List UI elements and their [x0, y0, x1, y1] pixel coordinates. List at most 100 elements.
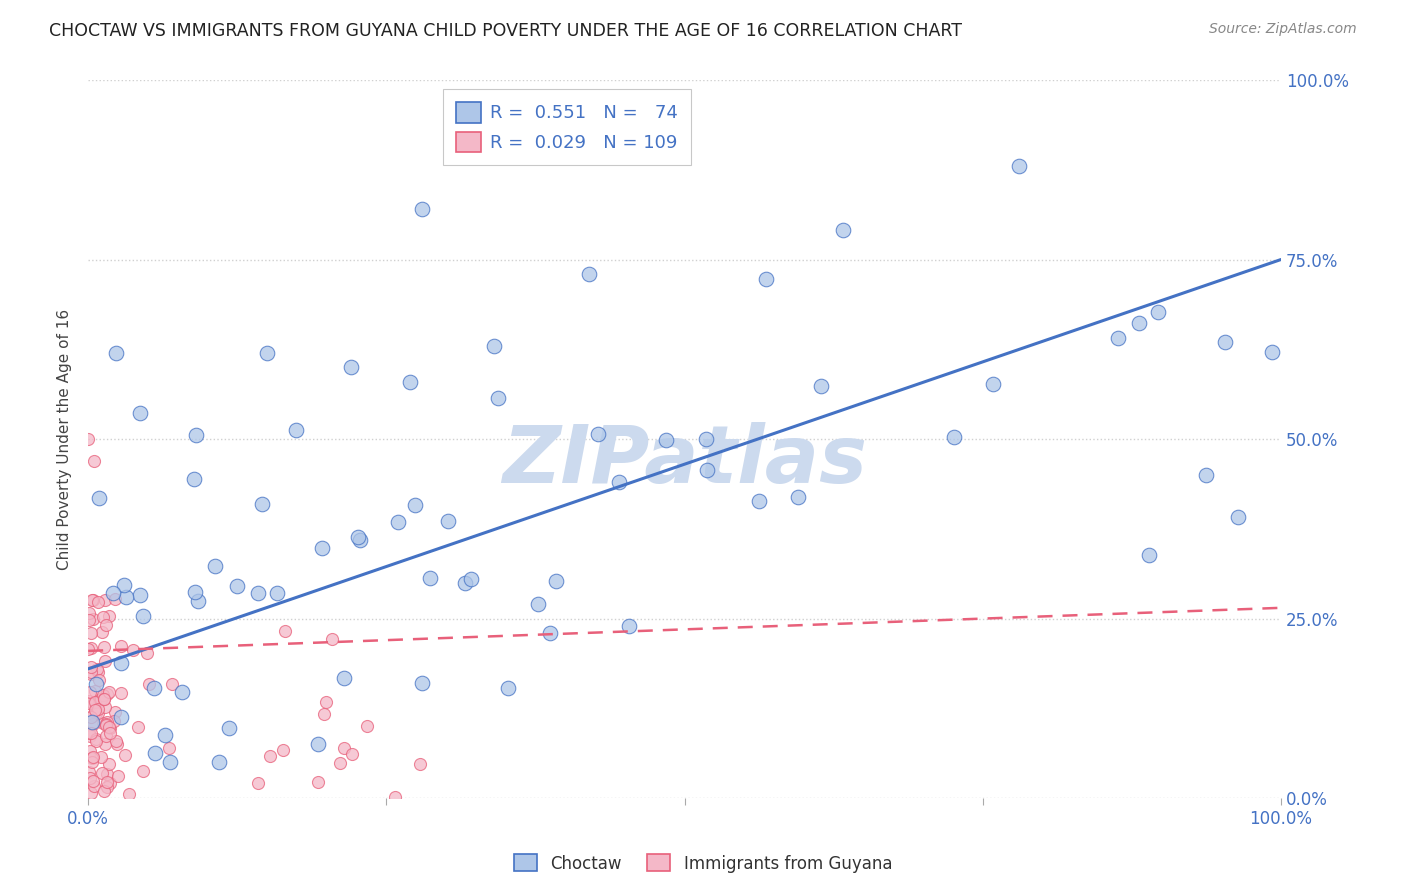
Point — [157, 741, 180, 756]
Point — [84, 704, 107, 718]
Point — [399, 375, 422, 389]
Point — [98, 685, 121, 699]
Point — [94, 717, 117, 731]
Point — [80, 667, 103, 681]
Point — [96, 775, 118, 789]
Point — [482, 339, 505, 353]
Point — [159, 756, 181, 770]
Point — [86, 662, 108, 676]
Point — [256, 346, 278, 360]
Point — [384, 789, 406, 804]
Point — [333, 671, 356, 685]
Point — [349, 533, 371, 547]
Point — [83, 453, 105, 467]
Point — [132, 764, 155, 778]
Point — [83, 779, 105, 793]
Point — [1007, 159, 1029, 173]
Point — [1147, 305, 1170, 319]
Point — [273, 743, 295, 757]
Point — [77, 432, 100, 446]
Point — [98, 776, 121, 790]
Point — [247, 776, 270, 790]
Point — [104, 592, 127, 607]
Point — [110, 657, 132, 671]
Point — [131, 609, 153, 624]
Point — [460, 572, 482, 586]
Point — [136, 646, 159, 660]
Point — [204, 558, 226, 573]
Point — [90, 750, 112, 764]
Point — [80, 660, 103, 674]
Point — [82, 593, 104, 607]
Y-axis label: Child Poverty Under the Age of 16: Child Poverty Under the Age of 16 — [58, 309, 72, 570]
Point — [340, 747, 363, 761]
Point — [696, 463, 718, 477]
Point — [82, 755, 104, 769]
Point — [93, 610, 115, 624]
Point — [110, 710, 132, 724]
Point — [404, 498, 426, 512]
Point — [155, 728, 177, 742]
Text: Source: ZipAtlas.com: Source: ZipAtlas.com — [1209, 22, 1357, 37]
Point — [129, 588, 152, 602]
Point — [110, 639, 132, 653]
Point — [810, 378, 832, 392]
Point — [347, 530, 370, 544]
Point — [80, 593, 103, 607]
Point — [82, 773, 104, 788]
Point — [77, 641, 100, 656]
Point — [1226, 509, 1249, 524]
Point — [1137, 548, 1160, 562]
Point — [755, 272, 778, 286]
Point — [104, 706, 127, 720]
Point — [121, 642, 143, 657]
Point — [80, 626, 103, 640]
Point — [453, 575, 475, 590]
Point — [77, 613, 100, 627]
Point — [101, 585, 124, 599]
Point — [981, 376, 1004, 391]
Point — [79, 694, 101, 708]
Point — [312, 706, 335, 721]
Point — [94, 700, 117, 714]
Point — [98, 722, 121, 736]
Point — [94, 737, 117, 751]
Point — [83, 683, 105, 698]
Point — [91, 625, 114, 640]
Point — [832, 223, 855, 237]
Point — [103, 714, 125, 728]
Point — [115, 590, 138, 604]
Legend: Choctaw, Immigrants from Guyana: Choctaw, Immigrants from Guyana — [508, 847, 898, 880]
Point — [1213, 335, 1236, 350]
Point — [208, 756, 231, 770]
Point — [98, 608, 121, 623]
Point — [419, 571, 441, 585]
Point — [91, 689, 114, 703]
Point — [538, 626, 561, 640]
Point — [89, 673, 111, 688]
Point — [82, 708, 104, 723]
Point — [321, 632, 343, 646]
Point — [107, 737, 129, 751]
Legend: R =  0.551   N =   74, R =  0.029   N = 109: R = 0.551 N = 74, R = 0.029 N = 109 — [443, 89, 690, 165]
Point — [86, 734, 108, 748]
Point — [96, 718, 118, 732]
Point — [142, 681, 165, 696]
Point — [94, 729, 117, 743]
Point — [329, 756, 352, 770]
Text: CHOCTAW VS IMMIGRANTS FROM GUYANA CHILD POVERTY UNDER THE AGE OF 16 CORRELATION : CHOCTAW VS IMMIGRANTS FROM GUYANA CHILD … — [49, 22, 962, 40]
Point — [86, 702, 108, 716]
Point — [96, 687, 118, 701]
Point — [104, 734, 127, 748]
Point — [87, 706, 110, 721]
Point — [184, 584, 207, 599]
Point — [274, 624, 297, 638]
Point — [143, 747, 166, 761]
Point — [586, 426, 609, 441]
Point — [486, 391, 509, 405]
Point — [94, 592, 117, 607]
Point — [183, 472, 205, 486]
Point — [129, 406, 152, 420]
Point — [96, 780, 118, 795]
Point — [93, 692, 115, 706]
